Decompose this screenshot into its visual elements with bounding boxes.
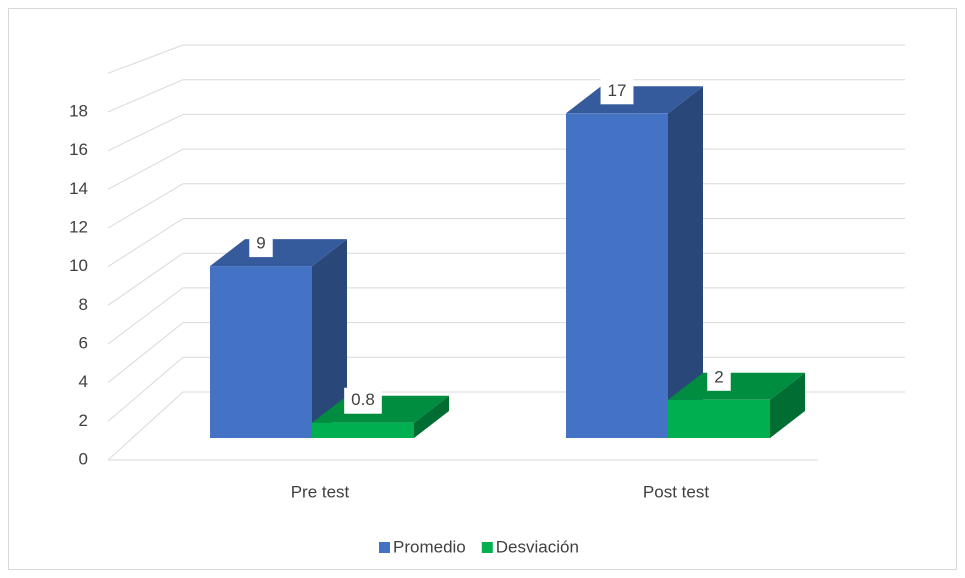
grid-line	[107, 113, 184, 152]
bar	[566, 86, 703, 439]
grid-line	[107, 148, 184, 190]
y-tick-label: 12	[69, 217, 88, 236]
grid-line	[107, 79, 184, 113]
x-tick-label: Post test	[643, 482, 709, 501]
y-tick-label: 2	[79, 411, 88, 430]
bar-front	[210, 266, 312, 438]
bar-front	[566, 113, 668, 439]
data-label-box	[600, 78, 634, 105]
data-label-box	[249, 231, 273, 258]
x-tick-label: Pre test	[291, 482, 350, 501]
y-tick-label: 14	[69, 179, 88, 198]
data-label: 2	[714, 367, 723, 386]
grid-line	[107, 252, 184, 306]
y-tick-label: 8	[79, 295, 88, 314]
grid-line	[107, 44, 184, 74]
data-label: 9	[256, 234, 265, 253]
grid-line	[107, 356, 184, 422]
bar-top	[210, 239, 347, 267]
bar-front	[668, 399, 770, 438]
bar-top	[668, 372, 805, 400]
data-label-box	[344, 387, 382, 414]
grid-line	[107, 391, 184, 461]
grid-line	[107, 218, 184, 268]
y-tick-label: 10	[69, 256, 88, 275]
legend-label: Desviación	[496, 537, 579, 556]
grid-line	[107, 287, 184, 345]
y-tick-label: 16	[69, 140, 88, 159]
data-label: 0.8	[351, 390, 375, 409]
data-label: 17	[608, 81, 627, 100]
bar-front	[312, 422, 414, 438]
grid-line	[107, 183, 184, 229]
y-tick-label: 18	[69, 101, 88, 120]
y-tick-label: 4	[79, 372, 88, 391]
legend-label: Promedio	[393, 537, 466, 556]
legend-swatch	[379, 542, 390, 553]
labels: 0 2 4 6 8 10 12 14 16 18 Pre test 9 0.8 Post test 17 2 P…	[69, 78, 731, 556]
data-label-box	[707, 364, 731, 391]
bar-side	[668, 86, 703, 439]
chart-border	[8, 8, 957, 570]
grid	[107, 44, 905, 461]
legend-swatch	[481, 542, 493, 553]
bar	[210, 239, 347, 438]
bar-side	[414, 395, 449, 438]
bar	[668, 372, 805, 438]
grid-line	[107, 322, 184, 384]
bar-side	[312, 239, 347, 438]
y-tick-label: 6	[79, 333, 88, 352]
y-tick-label: 0	[79, 449, 88, 468]
bar-side	[770, 372, 805, 438]
bar-top	[566, 86, 703, 114]
